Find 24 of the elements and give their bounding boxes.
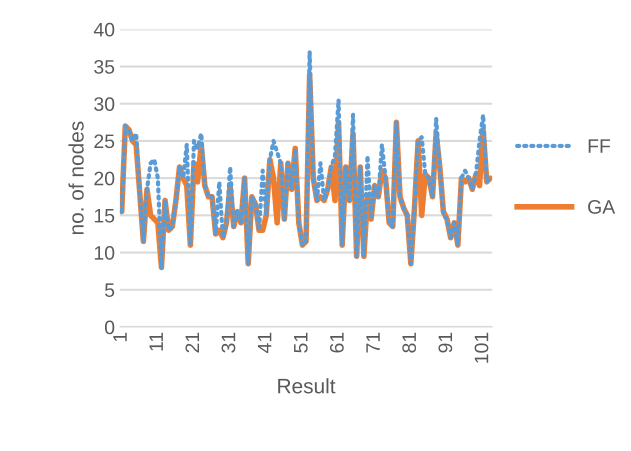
y-axis-title: no. of nodes (68, 122, 84, 234)
x-tick-label: 51 (294, 332, 308, 353)
x-tick-label: 21 (185, 332, 200, 352)
y-tick-label: 25 (94, 134, 114, 148)
x-axis-title: Result (278, 378, 336, 394)
x-tick-label: 41 (258, 332, 272, 354)
y-tick-label: 35 (94, 60, 114, 74)
legend-label: FF (588, 139, 610, 153)
x-tick-label: 61 (330, 332, 344, 352)
x-tick-label: 71 (366, 332, 380, 352)
x-tick-label: 1 (113, 332, 127, 342)
x-tick-label: 31 (222, 332, 236, 353)
y-tick-label: 0 (104, 320, 114, 334)
x-tick-label: 101 (474, 332, 488, 363)
legend-label: GA (588, 200, 616, 214)
y-tick-label: 15 (94, 209, 114, 223)
y-tick-label: 40 (94, 22, 114, 37)
y-tick-label: 30 (94, 97, 114, 111)
x-tick-label: 81 (402, 332, 416, 353)
y-tick-label: 5 (104, 283, 114, 298)
y-tick-label: 10 (94, 246, 114, 260)
x-tick-label: 11 (149, 332, 163, 351)
x-tick-label: 91 (438, 332, 452, 353)
y-tick-label: 20 (94, 172, 114, 186)
